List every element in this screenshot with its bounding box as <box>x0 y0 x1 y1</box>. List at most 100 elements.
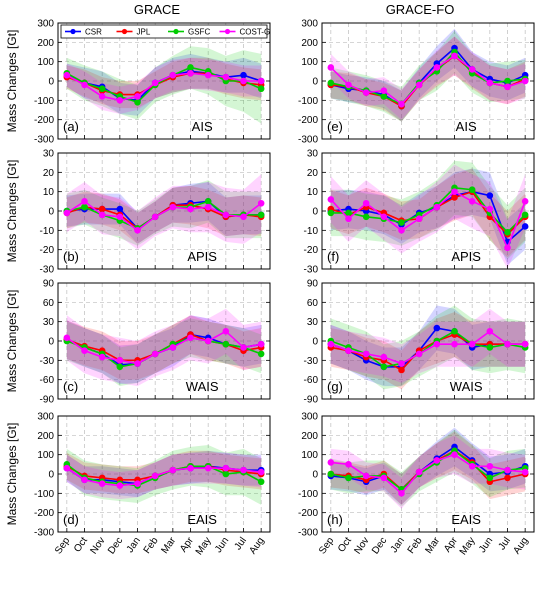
data-point-csr <box>486 192 494 199</box>
data-point-cost-g <box>398 100 405 108</box>
y-tick-label: 0 <box>312 207 318 218</box>
data-point-cost-g <box>63 209 71 217</box>
data-point-cost-g <box>451 52 458 60</box>
data-point-cost-g <box>327 340 335 348</box>
data-point-cost-g <box>468 198 476 205</box>
data-point-cost-g <box>468 340 476 348</box>
y-tick-label: -10 <box>40 226 55 237</box>
panel-label: (b) <box>63 249 79 264</box>
y-tick-label: -300 <box>34 528 54 539</box>
y-tick-label: -60 <box>40 375 55 386</box>
uncertainty-band-jpl <box>66 185 262 244</box>
x-tick-label: Dec <box>370 535 389 556</box>
x-tick-label: Oct <box>336 535 354 554</box>
y-tick-label: 10 <box>43 187 55 198</box>
data-point-cost-g <box>521 77 529 85</box>
region-label: AIS <box>192 119 213 134</box>
data-point-gsfc <box>362 213 370 221</box>
legend-entry-gsfc: GSFC <box>188 28 210 37</box>
y-tick-label: -100 <box>298 489 318 500</box>
y-tick-label: -60 <box>304 375 319 386</box>
y-tick-label: 20 <box>43 168 55 179</box>
x-tick-label: Aug <box>247 535 266 556</box>
uncertainty-band-jpl <box>330 312 526 390</box>
y-tick-label: 0 <box>48 337 54 348</box>
y-tick-label: -30 <box>304 356 319 367</box>
data-point-cost-g <box>504 340 511 348</box>
y-tick-label: 0 <box>312 470 318 481</box>
y-tick-label: 90 <box>307 279 319 290</box>
y-tick-label: -200 <box>34 115 54 126</box>
data-point-gsfc <box>345 474 352 482</box>
y-tick-label: 60 <box>307 298 319 309</box>
data-point-cost-g <box>151 213 159 221</box>
uncertainty-band-gsfc <box>66 46 262 124</box>
legend-marker-csr <box>70 28 76 35</box>
data-point-cost-g <box>504 244 511 252</box>
x-tick-label: May <box>458 535 478 557</box>
y-tick-label: 200 <box>301 431 318 442</box>
data-point-cost-g <box>204 203 212 211</box>
region-label: APIS <box>187 249 217 264</box>
data-point-cost-g <box>98 353 106 361</box>
region-label: AIS <box>456 119 477 134</box>
data-point-cost-g <box>257 199 265 207</box>
data-point-gsfc <box>504 77 511 85</box>
y-tick-label: 300 <box>37 412 54 423</box>
uncertainty-band-jpl <box>330 36 526 122</box>
data-point-cost-g <box>327 64 335 71</box>
data-point-cost-g <box>134 93 141 100</box>
data-point-cost-g <box>240 344 247 351</box>
data-point-cost-g <box>81 347 88 354</box>
y-tick-label: 30 <box>307 149 319 160</box>
data-point-cost-g <box>486 205 494 213</box>
data-point-gsfc <box>486 474 494 482</box>
panel-c: -90 -60 -30 0 30 60 90 (c) WAIS Mass Changes [Gt] <box>5 279 271 406</box>
uncertainty-band-gsfc <box>66 445 262 505</box>
data-point-cost-g <box>451 188 458 195</box>
data-point-cost-g <box>380 474 388 482</box>
data-point-gsfc <box>222 340 230 348</box>
data-point-cost-g <box>486 462 494 470</box>
data-point-cost-g <box>116 482 124 489</box>
panel-label: (c) <box>63 379 78 394</box>
data-point-gsfc <box>257 211 265 219</box>
y-tick-label: -200 <box>298 508 318 519</box>
legend-entry-cost-g: COST-G <box>240 28 271 37</box>
x-tick-label: Mar <box>423 535 442 556</box>
data-point-jpl <box>504 474 511 482</box>
uncertainty-band-csr <box>66 53 262 116</box>
x-tick-label: Feb <box>406 535 425 556</box>
uncertainty-band-csr <box>66 182 262 244</box>
data-point-cost-g <box>169 466 177 474</box>
data-point-cost-g <box>222 73 230 81</box>
y-tick-label: 300 <box>301 412 318 423</box>
y-axis-label: Mass Changes [Gt] <box>5 423 19 526</box>
data-point-cost-g <box>521 198 529 205</box>
data-point-cost-g <box>380 87 388 94</box>
y-tick-label: 30 <box>43 317 55 328</box>
data-point-cost-g <box>240 77 247 85</box>
data-point-cost-g <box>362 350 370 358</box>
data-point-cost-g <box>433 203 441 211</box>
data-point-cost-g <box>222 464 230 472</box>
y-tick-label: 300 <box>37 19 54 30</box>
y-tick-label: 200 <box>37 431 54 442</box>
data-point-cost-g <box>222 211 230 219</box>
x-tick-label: Nov <box>352 535 371 556</box>
data-point-gsfc <box>398 219 405 226</box>
data-point-cost-g <box>468 462 476 470</box>
y-tick-label: 100 <box>37 57 54 68</box>
y-tick-label: 30 <box>307 317 319 328</box>
y-tick-label: 60 <box>43 298 55 309</box>
data-point-cost-g <box>415 215 423 223</box>
x-tick-label: Jan <box>389 535 407 555</box>
data-point-cost-g <box>451 340 458 348</box>
data-point-cost-g <box>169 203 177 211</box>
data-point-gsfc <box>486 344 494 351</box>
data-point-gsfc <box>257 478 265 486</box>
y-tick-label: -90 <box>304 395 319 406</box>
data-point-cost-g <box>222 328 230 335</box>
